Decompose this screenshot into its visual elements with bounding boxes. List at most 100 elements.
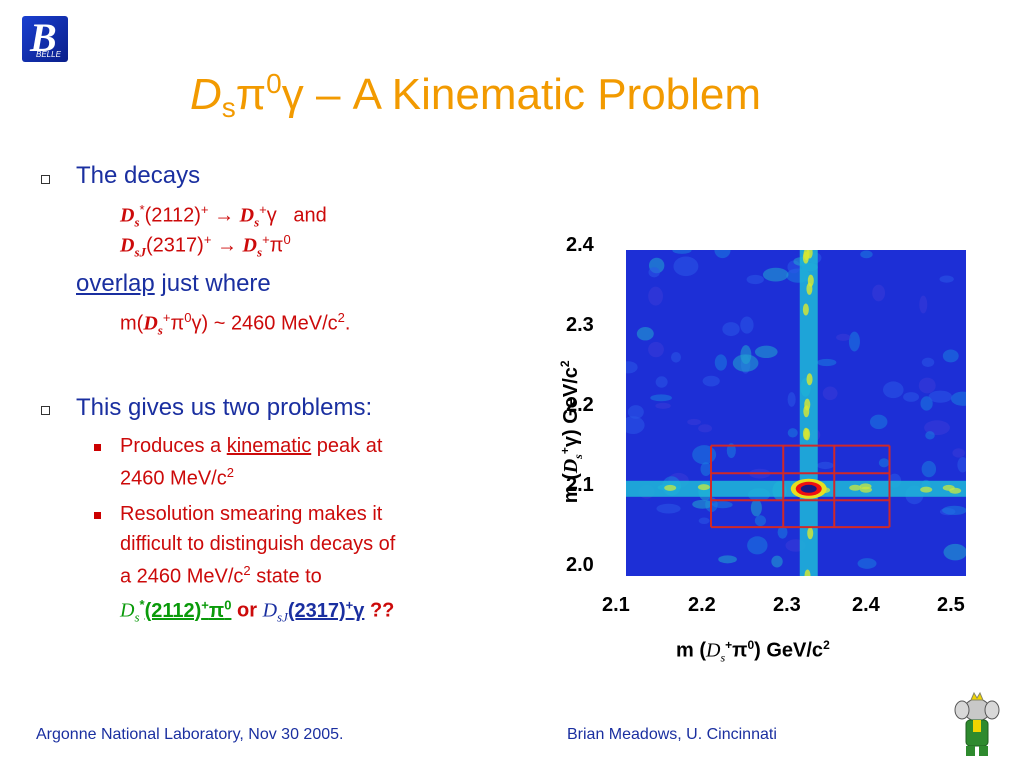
- noise-blob: [700, 462, 712, 476]
- period: .: [344, 312, 351, 335]
- bullet2-heading: This gives us two problems:: [76, 394, 373, 421]
- noise-blob: [698, 517, 710, 525]
- noise-blob: [655, 376, 668, 388]
- and-text: and: [293, 204, 327, 227]
- heatmap-svg: [626, 250, 966, 576]
- noise-blob: [872, 284, 886, 302]
- ylab-plus: +: [558, 447, 573, 455]
- item1-line1: Produces a kinematic peak at: [120, 435, 382, 458]
- noise-blob: [857, 558, 877, 569]
- noise-blob: [836, 333, 851, 341]
- ds-sub: s: [134, 214, 140, 230]
- title-gamma: γ: [281, 70, 304, 119]
- pi-zero-2: 0: [184, 310, 192, 325]
- noise-blob: [848, 331, 860, 352]
- band-hotspot: [697, 484, 710, 491]
- blue-gamma: γ: [353, 599, 365, 622]
- arrow: →: [214, 204, 235, 227]
- noise-blob: [698, 424, 713, 433]
- blue-charge: +: [345, 597, 354, 612]
- noise-blob: [672, 250, 692, 254]
- noise-blob: [878, 458, 890, 468]
- green-decay: (2112)+π0: [145, 597, 232, 622]
- noise-blob: [750, 499, 762, 517]
- charge-4: +: [262, 232, 270, 247]
- decay-choice-line: Ds*(2112)+π0 or DsJ(2317)+γ ??: [120, 597, 394, 626]
- x-axis-label: m (Ds+π0) GeV/c2: [676, 638, 830, 666]
- noise-blob: [822, 386, 838, 401]
- y-tick: 2.3: [566, 314, 594, 336]
- ds-symbol-2: D: [239, 204, 255, 227]
- kinematic-word: kinematic: [226, 435, 312, 457]
- slide-title: Dsπ0γ – A Kinematic Problem: [190, 68, 761, 124]
- pi: π: [269, 234, 284, 257]
- noise-blob: [860, 250, 873, 259]
- noise-blob: [918, 377, 936, 394]
- noise-blob: [771, 555, 783, 568]
- band-hotspot: [920, 486, 933, 493]
- noise-blob: [787, 392, 796, 407]
- peak-center: [800, 484, 817, 493]
- noise-blob: [920, 396, 933, 411]
- noise-blob: [925, 431, 935, 440]
- x-tick: 2.4: [852, 594, 880, 616]
- band-hotspot: [806, 373, 813, 386]
- title-rest: – A Kinematic Problem: [303, 70, 762, 119]
- noise-blob: [816, 461, 834, 470]
- band-hotspot: [804, 569, 811, 576]
- noise-blob: [942, 349, 959, 363]
- pi-2: π: [170, 312, 185, 335]
- sub-bullet-marker-2: [94, 512, 101, 519]
- noise-blob: [670, 351, 682, 363]
- mass: (2112): [144, 204, 201, 227]
- noise-blob: [921, 357, 935, 368]
- xlab-pi: π: [732, 639, 748, 662]
- x-tick: 2.2: [688, 594, 716, 616]
- noise-blob: [655, 402, 671, 409]
- dsj-blue-sub: sJ: [277, 609, 288, 625]
- ds-green: D: [120, 599, 135, 622]
- decay-line-1: Ds*(2112)+ → Ds+γ and: [120, 202, 327, 231]
- bullet-marker: [41, 175, 50, 184]
- noise-blob: [919, 295, 928, 314]
- gamma: γ: [266, 204, 277, 227]
- decay-line-2: DsJ(2317)+ → Ds+π0: [120, 232, 291, 261]
- ds-sub-4: s: [157, 322, 163, 338]
- y-tick: 2.2: [566, 394, 594, 416]
- item2-mass: a 2460 MeV/c: [120, 565, 244, 588]
- noise-blob: [714, 354, 727, 371]
- item1-mass: 2460 MeV/c: [120, 467, 227, 490]
- m-post: ) ~ 2460 MeV/c: [201, 312, 338, 335]
- noise-blob: [882, 381, 904, 399]
- noise-blob: [626, 416, 645, 434]
- x-tick: 2.3: [773, 594, 801, 616]
- ylab-pre: m (: [559, 473, 582, 504]
- noise-blob: [722, 322, 740, 337]
- noise-blob: [921, 460, 937, 478]
- logo-mark: B: [30, 15, 57, 60]
- c-squared-2: 2: [226, 465, 234, 480]
- noise-blob: [714, 250, 731, 259]
- noise-blob: [762, 267, 789, 282]
- ds-green-sub: s: [134, 609, 140, 625]
- noise-blob: [648, 267, 660, 278]
- overlap-word: overlap: [76, 270, 155, 297]
- xlab-plus: +: [725, 638, 733, 652]
- just-where: just where: [154, 270, 271, 297]
- blue-mass: (2317): [287, 599, 346, 622]
- noise-blob: [943, 543, 966, 561]
- item1-pre: Produces a: [120, 435, 227, 457]
- logo-sub: BELLE: [36, 50, 61, 59]
- ds-symbol: D: [120, 204, 135, 227]
- band-hotspot: [802, 303, 809, 316]
- footer-right: Brian Meadows, U. Cincinnati: [567, 726, 777, 743]
- band-hotspot: [664, 484, 677, 491]
- band-hotspot: [803, 405, 810, 418]
- noise-blob: [950, 391, 966, 406]
- ylab-s: s: [570, 454, 585, 459]
- blue-decay: (2317)+γ: [287, 597, 365, 622]
- band-hotspot: [802, 427, 809, 440]
- dalitz-heatmap: [626, 250, 966, 576]
- noise-blob: [648, 341, 664, 358]
- x-tick: 2.1: [602, 594, 630, 616]
